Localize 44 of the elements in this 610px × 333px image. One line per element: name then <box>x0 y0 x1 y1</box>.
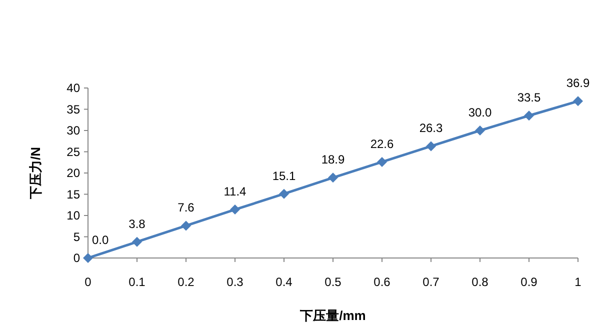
data-label: 7.6 <box>178 200 195 215</box>
data-label: 0.0 <box>92 233 110 247</box>
x-tick-label: 0 <box>84 275 92 289</box>
x-tick-label: 0.2 <box>178 275 195 289</box>
y-tick-label: 15 <box>66 187 80 202</box>
y-axis-title: 下压力/N <box>28 147 43 200</box>
point <box>377 156 387 167</box>
data-label: 33.5 <box>517 90 541 105</box>
data-label: 26.3 <box>419 121 443 136</box>
y-tick-label: 30 <box>66 124 80 138</box>
x-tick-label: 0.3 <box>226 275 244 289</box>
y-tick-label: 40 <box>66 81 80 96</box>
point <box>475 126 485 136</box>
x-tick-label: 0.4 <box>276 275 293 289</box>
x-tick-label: 0.6 <box>374 275 391 289</box>
point <box>132 236 142 247</box>
y-tick-label: 10 <box>66 208 80 223</box>
data-label: 36.9 <box>566 76 590 90</box>
point <box>573 96 583 106</box>
data-label: 18.9 <box>321 152 345 167</box>
x-tick-label: 1 <box>574 275 582 289</box>
data-label: 3.8 <box>128 216 146 231</box>
point <box>328 172 338 183</box>
point <box>524 110 534 121</box>
data-label: 15.1 <box>272 168 296 183</box>
data-label: 22.6 <box>370 136 394 151</box>
x-tick-label: 0.9 <box>520 275 538 289</box>
point <box>83 253 93 263</box>
point <box>230 204 240 215</box>
x-tick-label: 0.5 <box>324 275 342 289</box>
x-tick-label: 0.8 <box>472 275 489 289</box>
y-tick-label: 0 <box>73 251 80 266</box>
data-label: 30.0 <box>468 106 492 120</box>
y-tick-label: 5 <box>73 230 80 244</box>
point <box>181 220 191 231</box>
x-tick-label: 0.1 <box>128 275 146 289</box>
point <box>426 141 436 152</box>
y-tick-label: 35 <box>66 102 80 116</box>
y-tick-label: 25 <box>66 144 80 159</box>
data-label: 11.4 <box>224 184 247 199</box>
x-axis-title: 下压量/mm <box>299 308 366 323</box>
y-tick-label: 20 <box>66 166 80 180</box>
x-tick-label: 0.7 <box>422 275 440 289</box>
point <box>279 188 289 199</box>
